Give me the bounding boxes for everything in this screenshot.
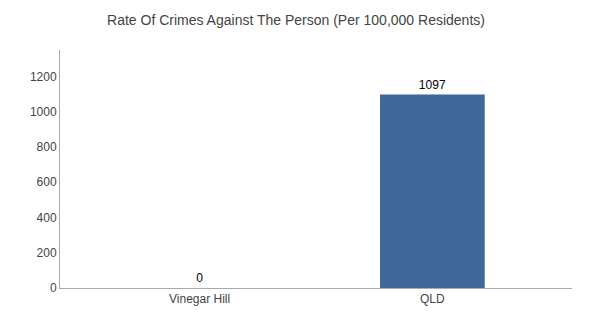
svg-text:QLD: QLD bbox=[420, 292, 445, 306]
svg-text:0: 0 bbox=[50, 281, 57, 295]
svg-text:0: 0 bbox=[196, 271, 203, 285]
svg-text:1097: 1097 bbox=[419, 78, 446, 92]
svg-text:1000: 1000 bbox=[30, 105, 57, 119]
svg-text:600: 600 bbox=[37, 175, 57, 189]
svg-text:200: 200 bbox=[37, 246, 57, 260]
svg-text:Rate Of Crimes Against The Per: Rate Of Crimes Against The Person (Per 1… bbox=[107, 12, 485, 28]
svg-text:1200: 1200 bbox=[30, 70, 57, 84]
svg-text:800: 800 bbox=[37, 140, 57, 154]
svg-text:Vinegar Hill: Vinegar Hill bbox=[169, 292, 230, 306]
svg-text:400: 400 bbox=[37, 211, 57, 225]
